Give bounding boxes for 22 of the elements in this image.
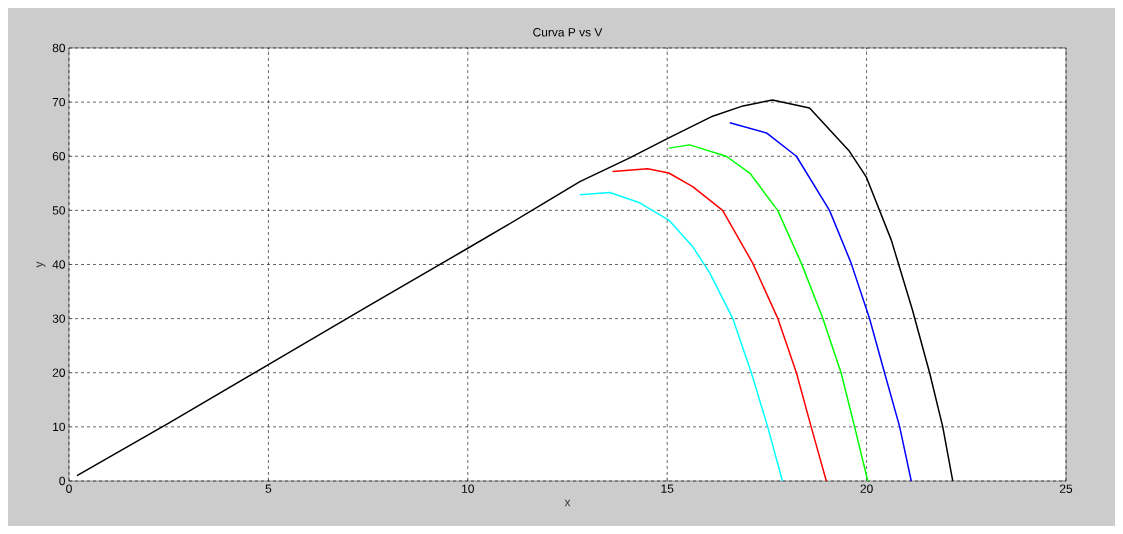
x-tick-label: 25 xyxy=(1059,484,1073,493)
line-series xyxy=(611,167,828,482)
y-tick-label: 30 xyxy=(52,314,66,323)
chart-title: Curva P vs V xyxy=(533,28,603,37)
y-tick-label: 10 xyxy=(53,422,66,432)
y-tick-label: 20 xyxy=(52,368,66,377)
line-series xyxy=(729,121,912,482)
y-axis-title: y xyxy=(36,261,46,268)
x-tick-label: 20 xyxy=(860,484,873,493)
y-tick-label: 0 xyxy=(59,476,66,486)
y-tick-label: 60 xyxy=(52,152,66,161)
y-tick-label: 70 xyxy=(52,97,66,107)
x-tick-label: 0 xyxy=(66,484,72,493)
y-tick-label: 40 xyxy=(52,260,66,269)
line-series xyxy=(668,144,869,482)
line-series xyxy=(579,191,784,482)
x-tick-label: 10 xyxy=(462,484,474,493)
x-tick-label: 15 xyxy=(661,484,674,493)
y-tick-label: 80 xyxy=(52,43,66,53)
y-tick-label: 50 xyxy=(52,206,66,215)
x-axis-title: x xyxy=(564,499,571,507)
x-tick-label: 5 xyxy=(265,484,272,493)
